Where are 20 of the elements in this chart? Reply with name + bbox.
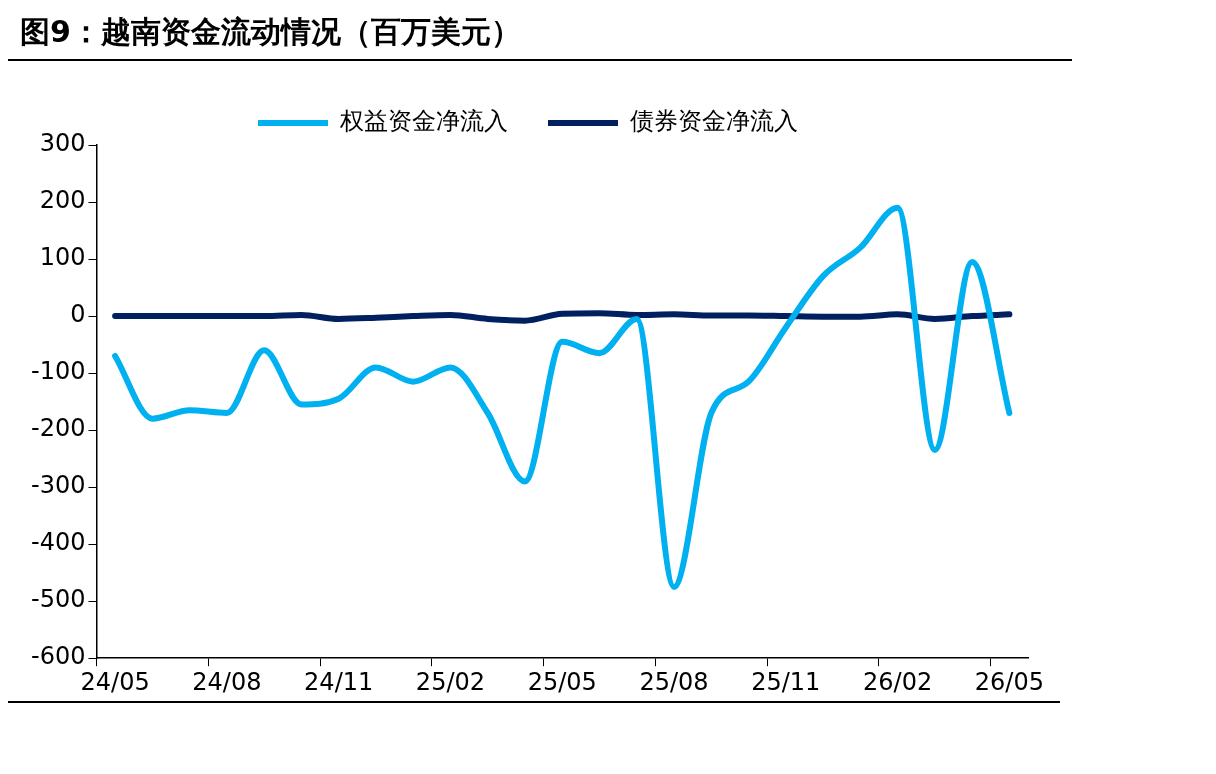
x-tick-label: 26/05: [974, 667, 1044, 696]
legend-label: 债券资金净流入: [630, 107, 798, 136]
legend-label: 权益资金净流入: [339, 107, 508, 136]
x-tick-label: 25/02: [415, 667, 486, 696]
y-tick-label: -200: [31, 414, 86, 443]
y-tick-label: -400: [31, 528, 86, 557]
x-tick-label: 26/02: [863, 667, 933, 696]
chart-title: 图9：越南资金流动情况（百万美元）: [8, 8, 1072, 61]
x-tick-label: 25/05: [527, 667, 597, 696]
y-tick-label: 0: [70, 300, 86, 329]
y-tick-label: 100: [39, 243, 86, 272]
y-tick-label: -300: [31, 471, 86, 500]
x-tick-label: 24/11: [304, 667, 374, 696]
y-tick-label: 300: [39, 129, 86, 158]
x-tick-label: 24/08: [192, 667, 262, 696]
y-tick-label: -500: [31, 585, 86, 614]
x-tick-label: 25/11: [751, 667, 821, 696]
x-tick-label: 25/08: [639, 667, 709, 696]
y-tick-label: 200: [39, 186, 86, 215]
y-tick-label: -100: [31, 357, 86, 386]
